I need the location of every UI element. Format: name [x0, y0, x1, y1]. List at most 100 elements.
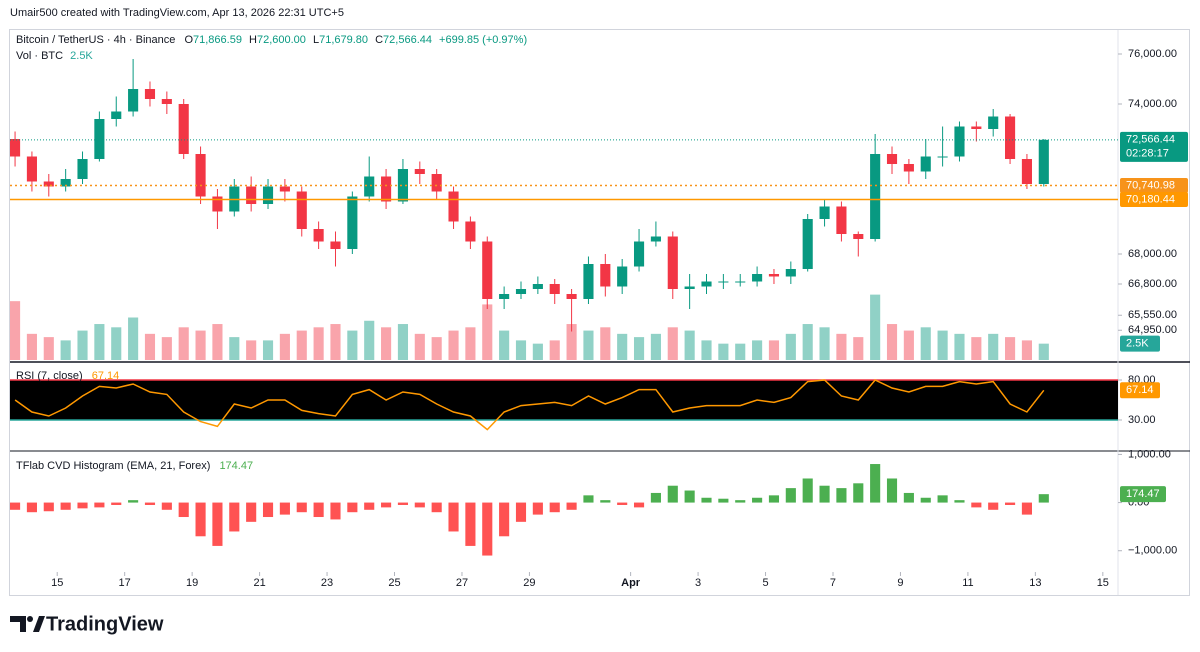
- volume-bar: [819, 327, 830, 360]
- cvd-bar: [886, 478, 898, 503]
- cvd-bar: [364, 502, 375, 510]
- cvd-bar: [954, 500, 965, 503]
- candle-body: [768, 274, 780, 277]
- y-tick-label: 65,550.00: [1128, 309, 1177, 321]
- volume-bar: [735, 343, 746, 360]
- x-tick-label: 13: [1029, 577, 1041, 589]
- candle-body: [886, 154, 898, 164]
- cvd-bar: [1038, 494, 1049, 503]
- cvd-bar: [262, 502, 274, 518]
- cvd-bar: [802, 478, 813, 503]
- candle-body: [954, 126, 965, 157]
- candle-body: [10, 139, 21, 157]
- rsi-last-label: 67.14: [1126, 384, 1154, 396]
- candle-body: [60, 179, 71, 187]
- cvd-bar: [988, 502, 999, 510]
- candle-body: [195, 154, 206, 197]
- volume-bar: [515, 340, 527, 360]
- rsi-legend: RSI (7, close) 67.14: [16, 370, 119, 382]
- x-tick-label: 5: [762, 577, 768, 589]
- cvd-title: TFlab CVD Histogram (EMA, 21, Forex): [16, 460, 210, 472]
- ohlc-value: 71,679.80: [319, 34, 368, 46]
- volume-bar: [229, 337, 240, 360]
- volume-bar: [482, 304, 493, 360]
- candle-body: [650, 236, 661, 242]
- cvd-bar: [77, 502, 88, 509]
- cvd-bar: [903, 492, 914, 503]
- candle-body: [549, 284, 560, 294]
- cvd-bar: [431, 502, 442, 513]
- cvd-bar: [414, 502, 425, 508]
- candle-body: [988, 116, 999, 129]
- volume-bar: [988, 333, 999, 360]
- candle-body: [161, 99, 172, 104]
- volume-bar: [296, 330, 307, 360]
- cvd-bar: [752, 497, 763, 503]
- volume-bar: [94, 324, 105, 360]
- candle-body: [667, 236, 678, 289]
- volume-bar: [1021, 340, 1032, 360]
- cvd-bar: [397, 502, 409, 505]
- cvd-bar: [785, 488, 796, 503]
- cvd-value: 174.47: [219, 460, 253, 472]
- volume-bar: [364, 320, 375, 360]
- y-tick-label: 74,000.00: [1128, 98, 1177, 110]
- y-tick-label: 30.00: [1128, 414, 1156, 426]
- candle-body: [448, 191, 459, 222]
- candle-body: [330, 241, 341, 249]
- volume-bar: [684, 330, 695, 360]
- candle-body: [903, 164, 914, 172]
- volume-bar: [650, 333, 661, 360]
- cvd-bar: [195, 502, 206, 537]
- ohlc-value: 71,866.59: [193, 34, 242, 46]
- rsi-line: [14, 379, 1045, 431]
- candle-body: [819, 206, 830, 219]
- volume-bar: [701, 340, 712, 360]
- cvd-bar: [161, 502, 172, 510]
- cvd-bar: [515, 502, 527, 522]
- candle-body: [617, 266, 628, 287]
- cvd-bar: [836, 488, 847, 503]
- author-line: Umair500 created with TradingView.com, A…: [10, 7, 344, 19]
- cvd-legend: TFlab CVD Histogram (EMA, 21, Forex) 174…: [16, 460, 253, 472]
- candle-body: [144, 89, 156, 99]
- volume-bar: [768, 340, 780, 360]
- volume-bar: [1005, 337, 1016, 360]
- candle-body: [397, 169, 409, 202]
- candle-body: [802, 219, 813, 269]
- cvd-bar: [667, 485, 678, 503]
- cvd-bar: [735, 500, 746, 503]
- cvd-bar: [313, 502, 324, 518]
- x-tick-label: 17: [119, 577, 131, 589]
- cvd-bar: [26, 502, 37, 513]
- volume-bar: [465, 327, 476, 360]
- volume-label: 2.5K: [1126, 338, 1149, 350]
- candle-body: [262, 186, 274, 204]
- y-tick-label: 68,000.00: [1128, 248, 1177, 260]
- logo: TradingView: [10, 613, 164, 635]
- ohlc-value: 72,600.00: [257, 34, 306, 46]
- cvd-bar: [768, 495, 780, 503]
- volume-bar: [43, 337, 54, 360]
- candle-body: [1038, 139, 1049, 184]
- cvd-bar: [347, 502, 358, 513]
- volume-bar: [633, 337, 645, 360]
- candle-body: [364, 176, 375, 197]
- candle-body: [296, 191, 307, 229]
- candle-body: [853, 234, 864, 239]
- volume-bar: [397, 324, 409, 360]
- countdown: 02:28:17: [1126, 148, 1169, 160]
- ohlc-key: H: [249, 34, 257, 46]
- x-tick-label: 9: [897, 577, 903, 589]
- candle-body: [752, 274, 763, 282]
- cvd-bar: [499, 502, 510, 537]
- candle-body: [111, 111, 122, 119]
- ohlc-value: 72,566.44: [383, 34, 432, 46]
- volume-bar: [549, 340, 560, 360]
- candle-body: [633, 241, 645, 267]
- volume-bar: [448, 330, 459, 360]
- x-tick-label: 3: [695, 577, 701, 589]
- volume-bar: [617, 333, 628, 360]
